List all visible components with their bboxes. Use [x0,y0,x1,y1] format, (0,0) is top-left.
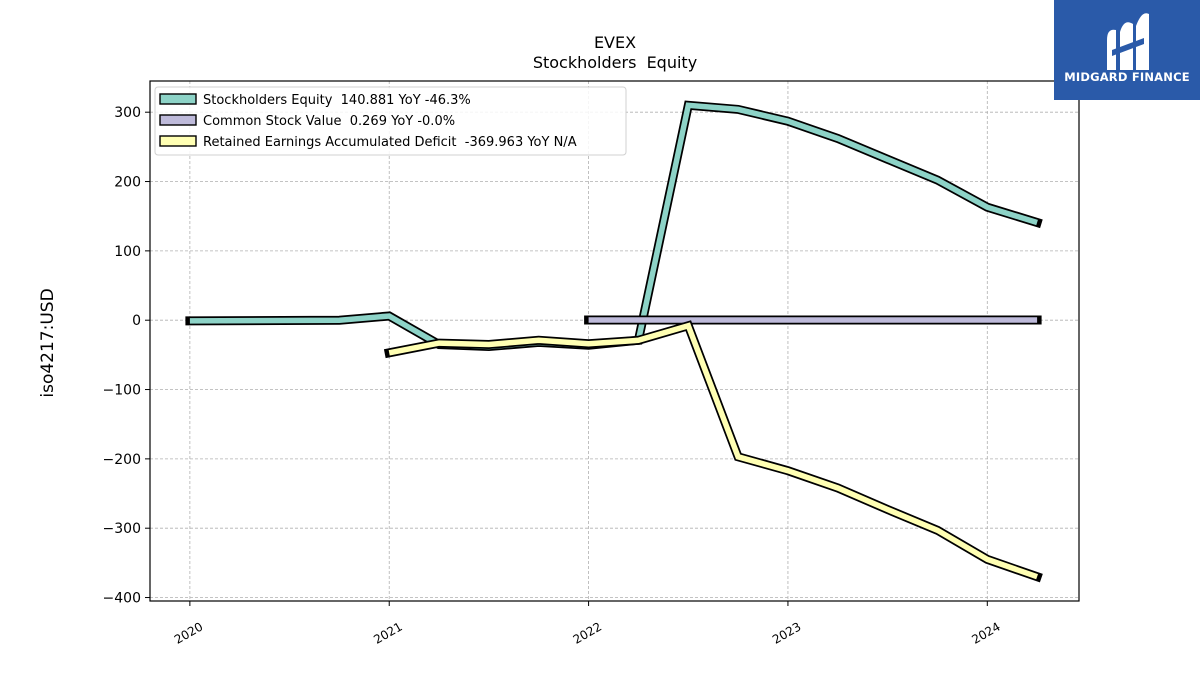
legend-swatch [159,114,197,126]
series-line [388,322,1039,580]
legend-label: Stockholders Equity 140.881 YoY -46.3% [203,93,471,108]
legend-box [154,86,627,156]
x-tick-label: 2021 [371,619,404,646]
y-axis: −400 −300 −200 −100 0 100 200 300 [103,105,150,607]
y-tick-label: 100 [114,244,141,260]
legend-label: Retained Earnings Accumulated Deficit -3… [203,135,577,150]
y-axis-label: iso4217:USD [38,288,58,397]
y-tick-label: −400 [103,591,141,607]
y-tick-label: −100 [103,383,141,399]
x-tick-label: 2022 [571,619,604,646]
x-tick-label: 2020 [172,619,205,646]
series-line [189,102,1038,350]
legend-swatch [159,93,197,105]
y-tick-label: 300 [114,105,141,121]
y-tick-label: −200 [103,452,141,468]
legend-label: Common Stock Value 0.269 YoY -0.0% [203,114,455,129]
y-tick-label: −300 [103,521,141,537]
legend: Stockholders Equity 140.881 YoY -46.3% Co… [154,86,627,156]
x-axis: 2020 2021 2022 2023 2024 [172,601,1003,647]
logo-text: MIDGARD FINANCE [1064,70,1190,84]
y-tick-label: 0 [132,313,141,329]
x-tick-label: 2024 [969,619,1002,646]
y-tick-label: 200 [114,175,141,191]
series-layer [185,100,1043,583]
x-tick-label: 2023 [770,619,803,646]
legend-swatch [159,135,197,147]
plot-frame [149,80,1080,602]
chart-title: EVEX [594,33,636,52]
brand-logo: MIDGARD FINANCE [1054,0,1200,100]
chart-subtitle: Stockholders Equity [533,53,697,72]
logo-mark-icon [1107,13,1149,70]
series-outline [383,320,1043,583]
